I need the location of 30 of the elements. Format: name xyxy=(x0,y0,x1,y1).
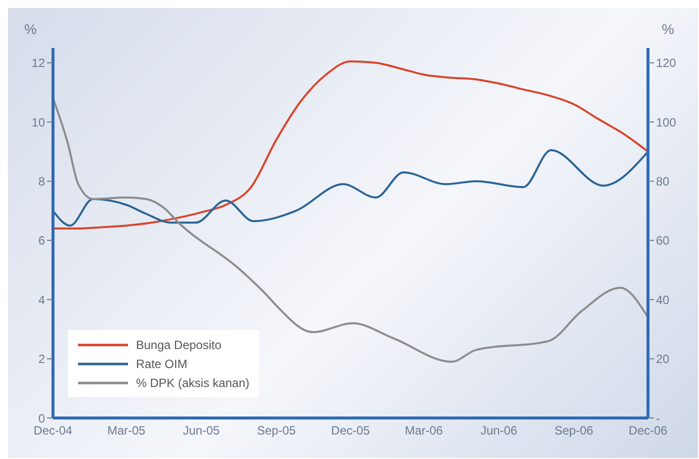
y-tick-label: 4 xyxy=(38,292,46,307)
y2-tick-label: 80 xyxy=(656,174,670,188)
y2-axis-title: % xyxy=(662,21,674,37)
y-tick-label: 2 xyxy=(38,352,46,366)
y2-tick-label: - xyxy=(656,411,660,426)
x-tick-label: Jun-05 xyxy=(182,424,220,438)
y-tick-label: 8 xyxy=(38,174,46,188)
y-tick-label: 0 xyxy=(38,411,46,426)
x-tick-label: Dec-06 xyxy=(628,424,668,438)
x-tick-label: Mar-06 xyxy=(404,424,444,438)
legend-label: Rate OIM xyxy=(136,356,188,370)
y-axis-title: % xyxy=(24,21,37,37)
line-series xyxy=(53,60,648,230)
legend-label: Bunga Deposito xyxy=(136,338,222,352)
y-tick-label: 10 xyxy=(32,115,46,130)
x-tick-label: Sep-06 xyxy=(554,424,594,438)
line-series xyxy=(53,149,648,227)
y2-tick-label: 40 xyxy=(656,292,670,307)
y2-tick-label: 60 xyxy=(656,234,670,248)
y2-tick-label: 100 xyxy=(656,115,676,130)
y-tick-label: 12 xyxy=(32,56,46,70)
x-tick-label: Jun-06 xyxy=(480,424,518,438)
y2-tick-label: 20 xyxy=(656,352,670,366)
x-tick-label: Sep-05 xyxy=(256,424,296,438)
legend-label: % DPK (aksis kanan) xyxy=(136,376,250,390)
y2-tick-label: 120 xyxy=(656,56,676,70)
x-tick-label: Dec-04 xyxy=(34,424,73,438)
y-tick-label: 6 xyxy=(38,234,46,248)
x-tick-label: Dec-05 xyxy=(331,424,370,438)
x-tick-label: Mar-05 xyxy=(107,424,146,438)
